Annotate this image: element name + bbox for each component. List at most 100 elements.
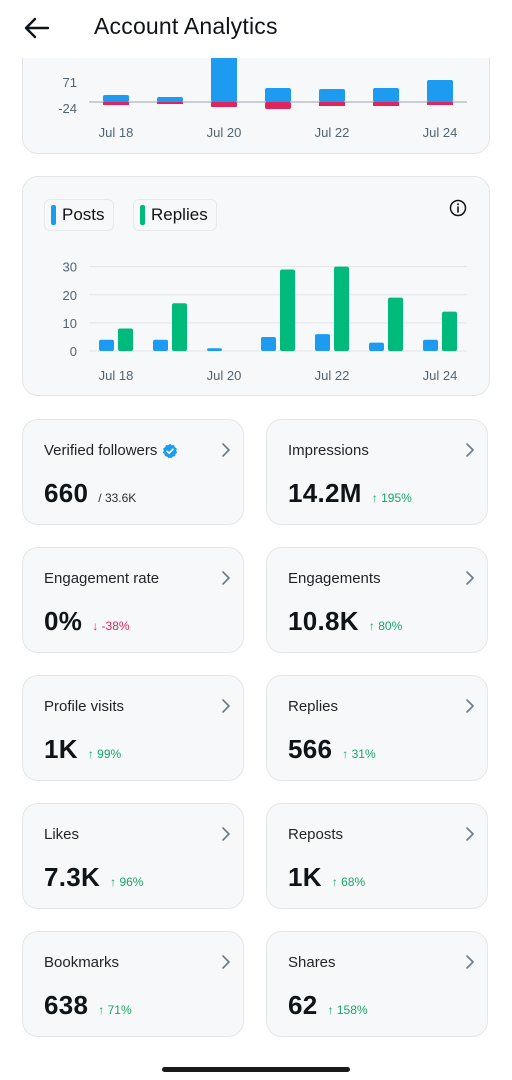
back-button[interactable]: [22, 14, 52, 42]
bar-negative: [211, 102, 237, 107]
legend-label: Posts: [62, 205, 105, 224]
bar-replies[interactable]: [172, 303, 187, 351]
stat-value-row: 1K ↑ 68%: [288, 862, 365, 893]
bar-positive: [427, 80, 453, 102]
y-tick-label: 20: [63, 288, 77, 303]
legend-posts[interactable]: Posts: [44, 199, 114, 231]
bar-negative: [319, 102, 345, 106]
bar-posts[interactable]: [261, 336, 276, 351]
x-tick-label: Jul 22: [315, 125, 350, 140]
chevron-right-icon: [466, 955, 474, 969]
activity-chart: 0 10 20 30 Jul 18 Jul 20 Jul 22 Jul 24: [63, 260, 467, 383]
stat-label: Verified followers: [44, 442, 178, 459]
legend-label: Replies: [151, 205, 208, 224]
stat-change: ↑ 68%: [331, 875, 366, 889]
bar-replies[interactable]: [442, 311, 457, 351]
stat-label-text: Likes: [44, 826, 80, 843]
stat-label-text: Replies: [288, 698, 339, 715]
stat-value-row: 10.8K ↑ 80%: [288, 606, 402, 637]
stat-value: 638: [44, 990, 89, 1020]
bar-replies[interactable]: [388, 297, 403, 351]
bar-posts[interactable]: [99, 339, 114, 351]
stat-card-profile-visits[interactable]: Profile visits 1K ↑ 99%: [22, 675, 244, 781]
stat-card-engagements[interactable]: Engagements 10.8K ↑ 80%: [266, 547, 488, 653]
home-indicator[interactable]: [162, 1067, 350, 1072]
chevron-right-icon: [222, 955, 230, 969]
stat-value: 14.2M: [288, 478, 362, 508]
stat-value: 62: [288, 990, 318, 1020]
chevron-right-icon: [222, 827, 230, 841]
stat-card-reposts[interactable]: Reposts 1K ↑ 68%: [266, 803, 488, 909]
bar-negative: [157, 102, 183, 104]
net-chart: 71 -24 Jul 18 Jul 20 Jul 22 Jul 24: [58, 51, 467, 140]
activity-chart-card: Posts Replies 0 10 20 30 Jul 18 Jul 20 Jul 22 J…: [22, 176, 490, 396]
chevron-right-icon: [222, 443, 230, 457]
stat-total: / 33.6K: [98, 491, 137, 505]
x-tick-label: Jul 18: [99, 368, 134, 383]
x-tick-label: Jul 24: [423, 125, 458, 140]
bar-negative: [427, 102, 453, 105]
stat-card-likes[interactable]: Likes 7.3K ↑ 96%: [22, 803, 244, 909]
stat-change: ↑ 96%: [110, 875, 144, 889]
stat-change: ↑ 80%: [368, 619, 403, 633]
x-tick-label: Jul 20: [207, 368, 242, 383]
y-tick-label: 0: [70, 344, 77, 359]
x-tick-label: Jul 20: [207, 125, 242, 140]
legend-swatch: [140, 205, 145, 225]
stat-card-impressions[interactable]: Impressions 14.2M ↑ 195%: [266, 419, 488, 525]
chevron-right-icon: [466, 827, 474, 841]
stat-card-bookmarks[interactable]: Bookmarks 638 ↑ 71%: [22, 931, 244, 1037]
app-header: Account Analytics: [0, 0, 512, 58]
bar-posts[interactable]: [207, 348, 222, 351]
y-tick-label: -24: [58, 101, 77, 116]
stat-value: 1K: [44, 734, 78, 764]
verified-badge-icon: [163, 443, 178, 458]
y-tick-label: 10: [63, 316, 77, 331]
y-tick-label: 30: [63, 260, 77, 275]
x-tick-label: Jul 22: [315, 368, 350, 383]
info-icon: [449, 199, 467, 217]
stat-change: ↓ -38%: [92, 619, 130, 633]
legend-replies[interactable]: Replies: [133, 199, 217, 231]
stat-card-shares[interactable]: Shares 62 ↑ 158%: [266, 931, 488, 1037]
stat-value: 1K: [288, 862, 322, 892]
stat-value-row: 14.2M ↑ 195%: [288, 478, 412, 509]
bar-positive: [265, 88, 291, 102]
bar-negative: [265, 102, 291, 109]
bar-replies[interactable]: [118, 328, 133, 352]
y-tick-label: 71: [63, 75, 77, 90]
stat-value-row: 7.3K ↑ 96%: [44, 862, 143, 893]
stat-value: 7.3K: [44, 862, 101, 892]
stat-change: ↑ 195%: [371, 491, 412, 505]
arrow-left-icon: [24, 17, 50, 39]
stat-value-row: 1K ↑ 99%: [44, 734, 121, 765]
stat-value-row: 660 / 33.6K: [44, 478, 136, 509]
bar-positive: [373, 88, 399, 102]
bar-replies[interactable]: [280, 269, 295, 351]
bar-posts[interactable]: [153, 339, 168, 351]
chevron-right-icon: [466, 699, 474, 713]
stat-card-replies[interactable]: Replies 566 ↑ 31%: [266, 675, 488, 781]
legend-swatch: [51, 205, 56, 225]
stat-value-row: 62 ↑ 158%: [288, 990, 368, 1021]
bar-posts[interactable]: [423, 339, 438, 351]
stat-label-text: Profile visits: [44, 698, 125, 715]
stat-card-engagement-rate[interactable]: Engagement rate 0% ↓ -38%: [22, 547, 244, 653]
stat-card-verified-followers[interactable]: Verified followers 660 / 33.6K: [22, 419, 244, 525]
stat-label-text: Engagement rate: [44, 570, 160, 587]
bar-replies[interactable]: [334, 266, 349, 351]
stat-value: 566: [288, 734, 333, 764]
x-tick-label: Jul 18: [99, 125, 134, 140]
info-button[interactable]: [449, 199, 467, 217]
bar-posts[interactable]: [369, 342, 384, 351]
chevron-right-icon: [222, 571, 230, 585]
stat-value: 10.8K: [288, 606, 359, 636]
stat-label-text: Engagements: [288, 570, 381, 587]
page-title: Account Analytics: [94, 13, 278, 39]
bar-posts[interactable]: [315, 334, 330, 351]
bar-positive: [157, 97, 183, 102]
stat-value-row: 566 ↑ 31%: [288, 734, 376, 765]
stat-change: ↑ 71%: [98, 1003, 132, 1017]
stat-value-row: 638 ↑ 71%: [44, 990, 132, 1021]
stat-label-text: Reposts: [288, 826, 344, 843]
